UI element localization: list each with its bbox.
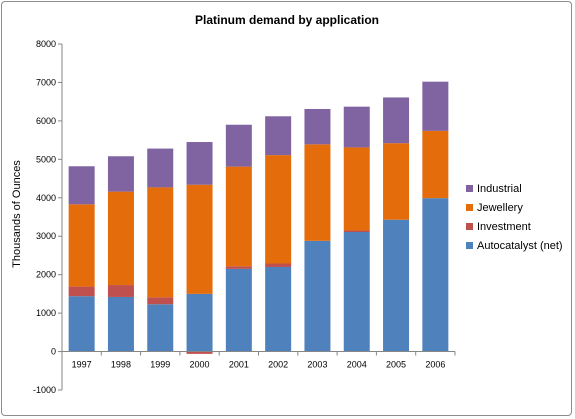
- bar-segment: [147, 148, 174, 188]
- bar-segment: [225, 166, 252, 267]
- legend-label: Investment: [477, 221, 531, 233]
- x-tick-label: 1999: [150, 360, 170, 370]
- legend-label: Autocatalyst (net): [477, 240, 563, 252]
- bar-segment: [68, 204, 95, 287]
- bar-segment: [265, 266, 292, 352]
- y-tick-label: 8000: [36, 39, 56, 49]
- bar-segment: [383, 143, 410, 220]
- bar-segment: [186, 184, 213, 294]
- bar-segment: [383, 219, 410, 352]
- y-tick-label: 6000: [36, 116, 56, 126]
- bar-segment: [225, 124, 252, 167]
- y-tick-label: 3000: [36, 231, 56, 241]
- bar-segment: [147, 297, 174, 305]
- legend: Industrial Jewellery Investment Autocatalys…: [466, 183, 563, 252]
- legend-swatch: [466, 242, 473, 249]
- bar-segment: [225, 268, 252, 352]
- bar-segment: [265, 155, 292, 264]
- legend-swatch: [466, 185, 473, 192]
- x-tick-label: 1997: [72, 360, 92, 370]
- legend-swatch: [466, 223, 473, 230]
- bars-layer: [68, 81, 449, 354]
- legend-label: Industrial: [477, 183, 522, 195]
- bar-segment: [422, 130, 449, 199]
- bar-segment: [68, 166, 95, 205]
- y-tick-label: 0: [51, 347, 56, 357]
- bar-segment: [265, 263, 292, 267]
- bar-segment: [186, 142, 213, 185]
- bar-segment: [107, 285, 134, 297]
- bar-segment: [422, 198, 449, 352]
- bar-segment: [68, 286, 95, 297]
- x-tick-label: 2004: [347, 360, 367, 370]
- x-tick-label: 2000: [190, 360, 210, 370]
- x-tick-label: 2001: [229, 360, 249, 370]
- bar-segment: [422, 81, 449, 131]
- bar-segment: [186, 351, 213, 354]
- x-tick-label: 2006: [425, 360, 445, 370]
- y-tick-label: 1000: [36, 308, 56, 318]
- legend-label: Jewellery: [477, 202, 523, 214]
- y-tick-label: 4000: [36, 193, 56, 203]
- bar-segment: [147, 187, 174, 298]
- bar-segment: [343, 230, 370, 232]
- x-tick-label: 2005: [386, 360, 406, 370]
- legend-swatch: [466, 204, 473, 211]
- bar-segment: [343, 147, 370, 231]
- y-tick-label: 2000: [36, 270, 56, 280]
- bar-segment: [225, 266, 252, 269]
- bar-segment: [68, 296, 95, 352]
- bar-segment: [186, 293, 213, 352]
- y-tick-label: -1000: [33, 385, 56, 395]
- bar-segment: [107, 296, 134, 352]
- bar-segment: [107, 191, 134, 286]
- bar-segment: [304, 144, 331, 241]
- x-tick-label: 2002: [268, 360, 288, 370]
- bar-segment: [107, 156, 134, 192]
- axes-layer: -1000 0 1000 2000 3000 4000 5000 6000 7000 8000 19…: [33, 39, 456, 395]
- y-tick-label: 7000: [36, 77, 56, 87]
- x-tick-label: 2003: [307, 360, 327, 370]
- bar-segment: [147, 304, 174, 352]
- bar-segment: [343, 106, 370, 148]
- y-tick-label: 5000: [36, 154, 56, 164]
- bar-segment: [383, 97, 410, 144]
- chart-title: Platinum demand by application: [195, 13, 379, 27]
- bar-segment: [343, 231, 370, 352]
- y-axis-label: Thousands of Ounces: [11, 160, 23, 268]
- x-tick-label: 1998: [111, 360, 131, 370]
- bar-segment: [265, 116, 292, 156]
- bar-segment: [304, 108, 331, 145]
- bar-segment: [304, 240, 331, 352]
